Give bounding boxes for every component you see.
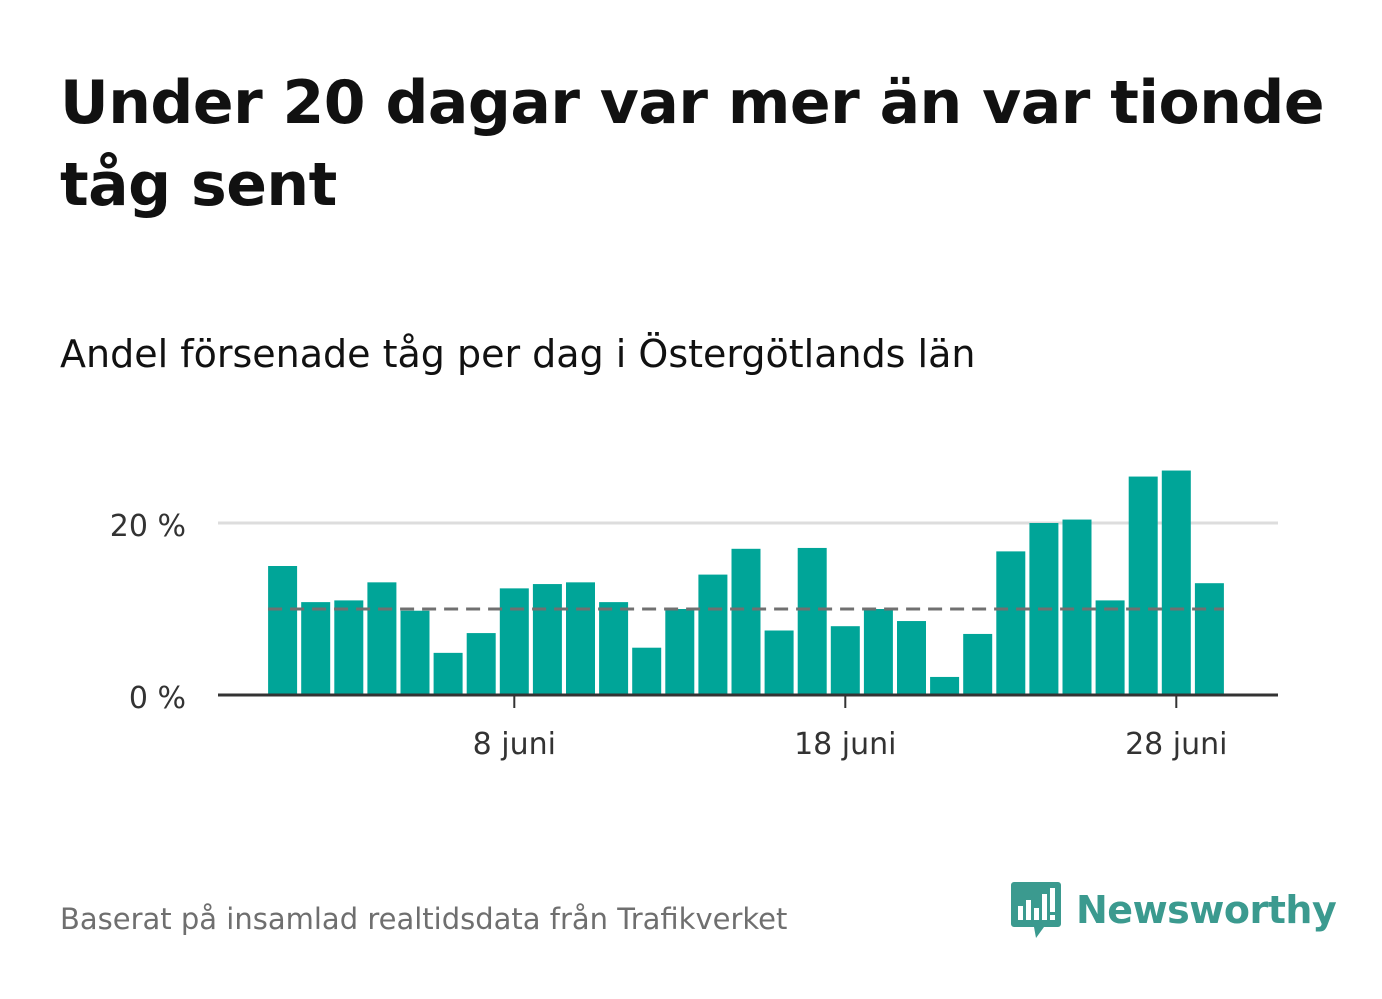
chart-title: Under 20 dagar var mer än var tionde tåg… — [60, 68, 1325, 220]
bar-day-20 — [897, 621, 926, 695]
bar-day-1 — [268, 566, 298, 695]
bar-chart: 0 % 20 % 8 juni 18 juni 28 juni — [110, 470, 1278, 762]
bar-day-28 — [1161, 470, 1191, 695]
bar-day-23 — [996, 551, 1026, 695]
bar-day-18 — [830, 626, 860, 695]
bar-day-4 — [367, 582, 397, 695]
bar-day-9 — [532, 584, 562, 695]
bar-day-12 — [632, 647, 662, 695]
newsworthy-logo-icon — [1011, 882, 1061, 938]
x-tick-label: 28 juni — [1125, 727, 1227, 762]
source-note: Baserat på insamlad realtidsdata från Tr… — [60, 902, 788, 936]
bar-day-10 — [566, 582, 595, 695]
bar-day-17 — [797, 547, 827, 695]
brand-logo: Newsworthy — [1010, 878, 1337, 942]
bar-day-7 — [466, 633, 496, 695]
bar-day-16 — [764, 630, 794, 695]
bar-day-22 — [963, 633, 993, 695]
axes: 0 % 20 % 8 juni 18 juni 28 juni — [110, 509, 1278, 762]
bar-day-19 — [863, 609, 893, 695]
chart-subtitle: Andel försenade tåg per dag i Östergötla… — [60, 332, 976, 376]
y-tick-label: 20 % — [110, 509, 186, 544]
bar-day-6 — [433, 652, 463, 695]
y-tick-label: 0 % — [129, 681, 186, 716]
bar-day-2 — [301, 602, 331, 695]
bar-day-21 — [930, 676, 960, 695]
bar-day-27 — [1128, 476, 1158, 695]
bar-day-8 — [499, 588, 529, 695]
brand-name: Newsworthy — [1076, 888, 1337, 932]
bar-day-13 — [665, 609, 695, 695]
bar-day-25 — [1062, 519, 1092, 695]
bar-day-14 — [698, 574, 728, 695]
bar-day-3 — [334, 600, 364, 695]
bar-series — [268, 470, 1224, 695]
x-tick-label: 18 juni — [794, 727, 896, 762]
bar-day-29 — [1194, 583, 1224, 695]
x-tick-label: 8 juni — [473, 727, 556, 762]
bar-day-11 — [599, 602, 629, 695]
bar-day-26 — [1095, 600, 1125, 695]
bar-day-5 — [400, 610, 430, 695]
bar-day-15 — [731, 548, 761, 695]
